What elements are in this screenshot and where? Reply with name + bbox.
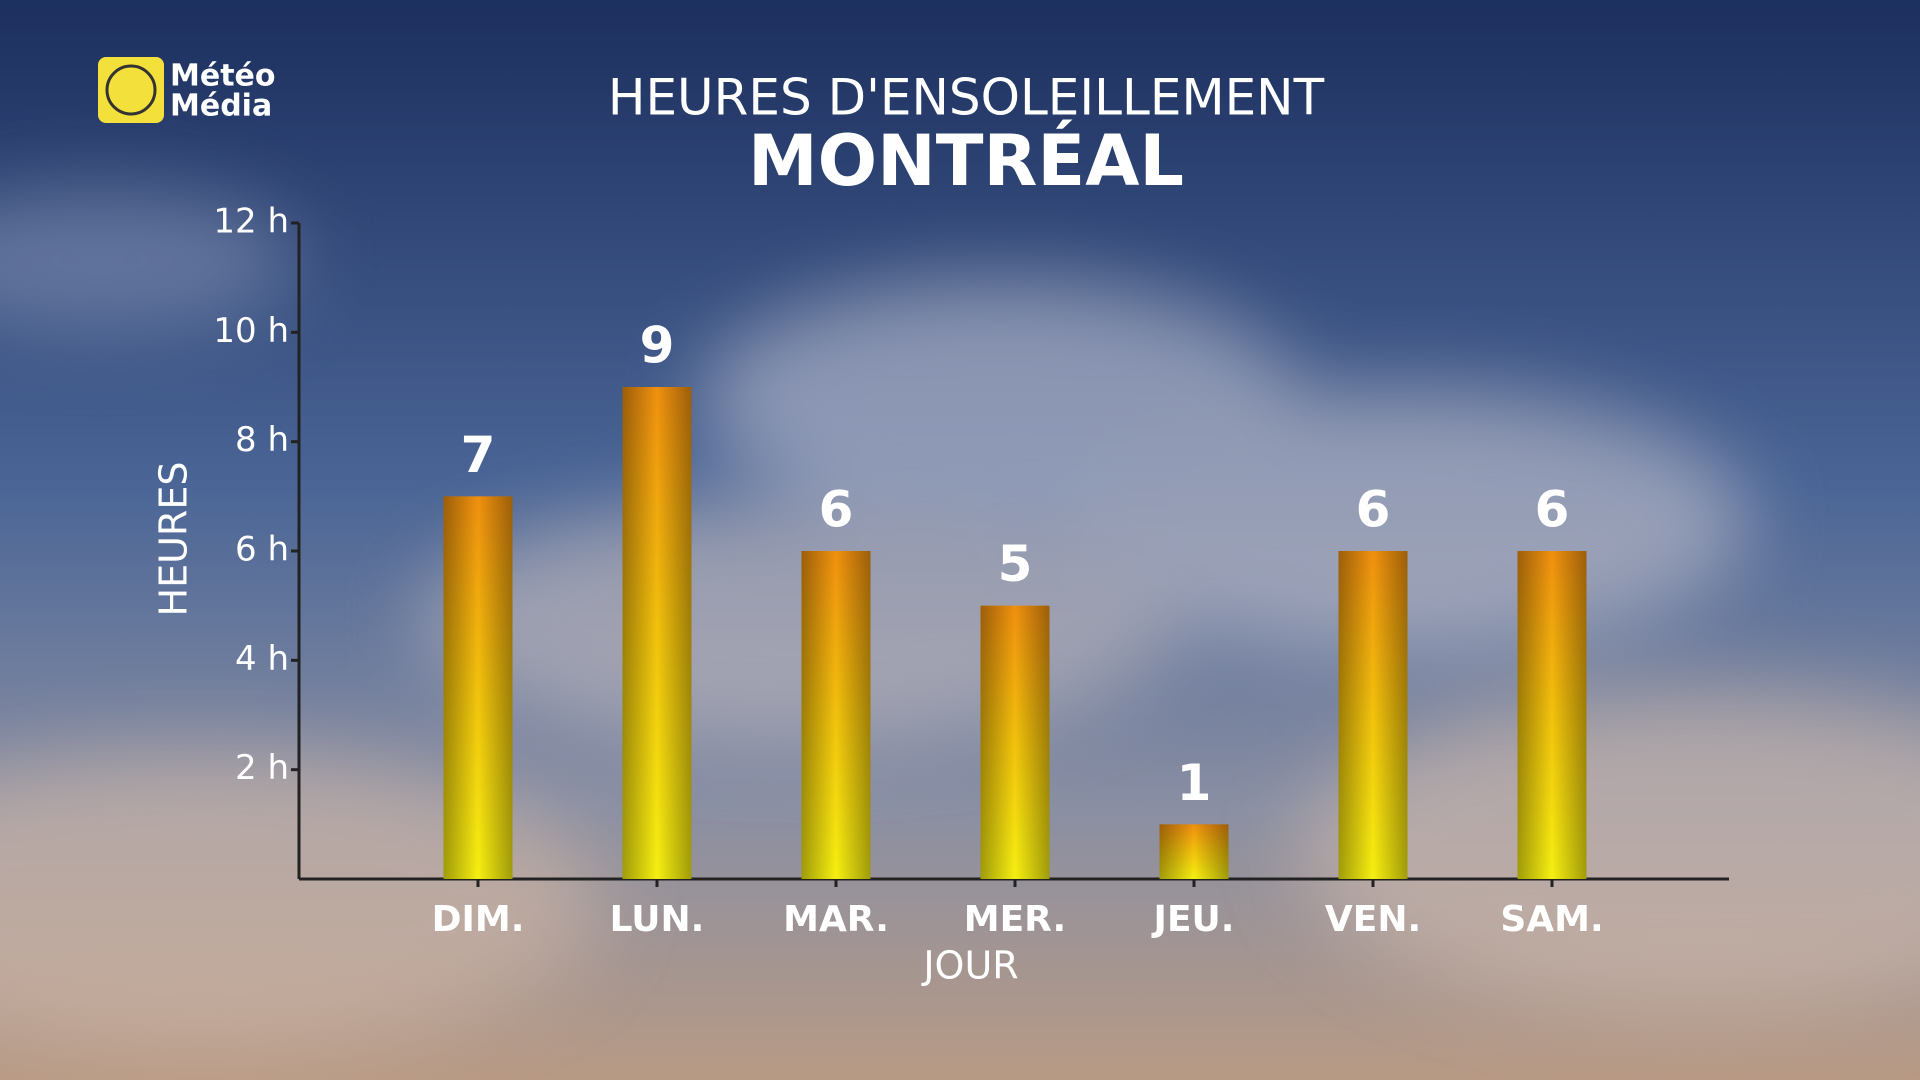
x-tick-label: MER. <box>964 899 1066 940</box>
value-label: 6 <box>1535 481 1570 539</box>
value-label: 7 <box>461 426 496 484</box>
value-label: 6 <box>1356 481 1391 539</box>
x-tick-label: DIM. <box>432 899 525 940</box>
bar-shade <box>1338 551 1408 879</box>
x-axis-label: JOUR <box>921 944 1018 988</box>
y-tick-label: 6 h <box>235 530 289 570</box>
bar-shade <box>801 551 871 879</box>
value-label: 5 <box>998 535 1033 593</box>
x-tick-label: LUN. <box>610 899 705 940</box>
x-tick-label: VEN. <box>1325 899 1421 940</box>
bar-shade <box>622 387 692 879</box>
bar-shade <box>980 605 1050 879</box>
y-axis-label: HEURES <box>152 462 196 617</box>
x-tick-label: SAM. <box>1500 899 1603 940</box>
value-label: 1 <box>1177 754 1212 812</box>
logo-globe <box>105 64 157 116</box>
y-tick-label: 10 h <box>213 311 289 351</box>
bar-shade <box>1159 824 1229 879</box>
x-tick-label: JEU. <box>1151 899 1235 940</box>
value-label: 6 <box>819 481 854 539</box>
logo: Météo Média <box>98 57 276 124</box>
x-tick-label: MAR. <box>783 899 889 940</box>
y-tick-label: 8 h <box>235 420 289 460</box>
y-tick-label: 4 h <box>235 639 289 679</box>
logo-text: Média <box>170 89 272 124</box>
bar-shade <box>443 496 513 879</box>
bar-shade <box>1517 551 1587 879</box>
logo-text: Météo <box>170 59 276 94</box>
chart-title: HEURES D'ENSOLEILLEMENT <box>608 69 1325 127</box>
y-tick-label: 12 h <box>213 202 289 242</box>
y-tick-label: 2 h <box>235 748 289 788</box>
value-label: 9 <box>640 317 675 375</box>
chart-subtitle: MONTRÉAL <box>748 120 1184 202</box>
